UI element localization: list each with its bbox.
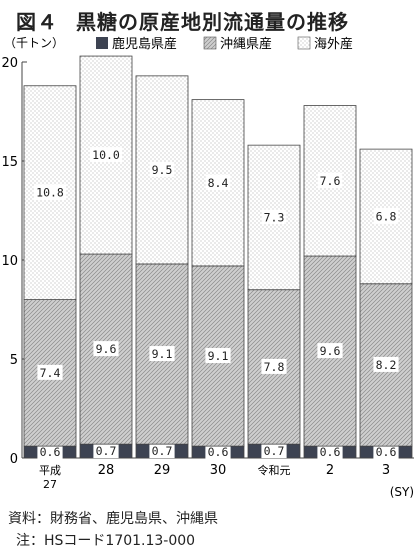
data-label: 10.0	[92, 148, 120, 162]
data-label: 6.8	[376, 209, 397, 223]
x-tick-label: 令和元	[258, 463, 291, 477]
x-tick-label-line: 27	[43, 478, 57, 491]
data-label-bg	[261, 443, 287, 459]
x-tick-label-line: 2	[326, 463, 334, 478]
data-label: 0.7	[264, 444, 285, 458]
data-label-bg	[205, 444, 231, 460]
data-label-bg	[93, 443, 119, 459]
data-label: 8.4	[208, 176, 229, 190]
y-tick-label: 15	[1, 155, 18, 170]
figure-title: 図４ 黒糖の原産地別流通量の推移	[16, 6, 349, 35]
x-tick-label-line: 30	[210, 463, 227, 478]
legend-swatch-overseas	[297, 36, 311, 50]
data-label-bg	[93, 341, 119, 357]
x-tick-label: 29	[154, 463, 171, 478]
legend-label-kagoshima: 鹿児島県産	[112, 36, 177, 52]
data-label: 8.2	[376, 358, 397, 372]
data-label-bg	[261, 358, 287, 374]
legend-label-overseas: 海外産	[314, 36, 353, 52]
x-tick-label: 平成 27	[39, 464, 61, 491]
data-label-bg	[149, 443, 175, 459]
data-label-bg	[373, 208, 399, 224]
data-label-bg	[149, 346, 175, 362]
legend-swatch-kagoshima	[96, 37, 108, 49]
data-label-bg	[37, 444, 63, 460]
y-tick-label: 5	[10, 353, 18, 368]
data-label: 0.7	[96, 444, 117, 458]
source-note: 資料：財務省、鹿児島県、沖縄県	[8, 511, 218, 527]
x-tick-label: 28	[98, 463, 115, 478]
figure-number: 図４	[16, 10, 58, 34]
y-ticks: 0 5 10 15 20	[1, 56, 27, 467]
bars: 0.6 7.4 10.8 0.7 9.6 10.0 0.7 9.1 9.5 0.6 9.1 8.4 0.…	[23, 55, 413, 460]
data-label-bg	[317, 172, 343, 188]
x-tick-label-line: 29	[154, 463, 171, 478]
data-label: 9.1	[152, 347, 173, 361]
data-label: 7.3	[264, 210, 285, 224]
x-ticks: 平成 27 28 29 30 令和元 2 3	[39, 463, 390, 491]
data-label: 7.6	[320, 174, 341, 188]
data-label-bg	[149, 161, 175, 177]
x-tick-label-line: 平成	[39, 464, 61, 477]
data-label-bg	[261, 209, 287, 225]
data-label: 0.6	[320, 445, 341, 459]
x-axis-label: (SY)	[390, 485, 414, 499]
data-label-bg	[317, 343, 343, 359]
data-label: 7.4	[40, 366, 61, 380]
y-tick-label: 20	[1, 56, 18, 71]
data-label-bg	[34, 184, 66, 200]
x-tick-label: 3	[382, 463, 390, 478]
x-tick-label: 30	[210, 463, 227, 478]
y-tick-label: 0	[10, 452, 18, 467]
figure-title-text: 黒糖の原産地別流通量の推移	[76, 10, 349, 34]
data-label: 10.8	[36, 186, 64, 200]
data-label-bg	[37, 364, 63, 380]
legend-label-okinawa: 沖縄県産	[220, 36, 272, 52]
y-unit-label: （千トン）	[4, 36, 64, 50]
x-tick-label-line: 28	[98, 463, 115, 478]
legend: 鹿児島県産 沖縄県産 海外産	[96, 36, 353, 52]
data-label-bg	[205, 348, 231, 364]
data-label: 7.8	[264, 360, 285, 374]
x-tick-label-line: 令和元	[258, 463, 291, 477]
data-label-bg	[205, 174, 231, 190]
data-label-bg	[317, 444, 343, 460]
data-label: 9.5	[152, 163, 173, 177]
y-tick-label: 10	[1, 254, 18, 269]
data-label: 0.6	[208, 445, 229, 459]
data-label: 9.1	[208, 349, 229, 363]
data-label: 9.6	[320, 344, 341, 358]
data-label: 0.6	[376, 445, 397, 459]
x-tick-label-line: 3	[382, 463, 390, 478]
data-label-bg	[90, 147, 122, 163]
legend-swatch-okinawa	[203, 36, 217, 50]
data-label-bg	[373, 356, 399, 372]
data-label: 0.6	[40, 445, 61, 459]
data-label-bg	[373, 444, 399, 460]
data-label: 9.6	[96, 342, 117, 356]
data-label: 0.7	[152, 444, 173, 458]
hs-code-note: 注：HSコード1701.13-000	[16, 533, 196, 549]
x-tick-label: 2	[326, 463, 334, 478]
